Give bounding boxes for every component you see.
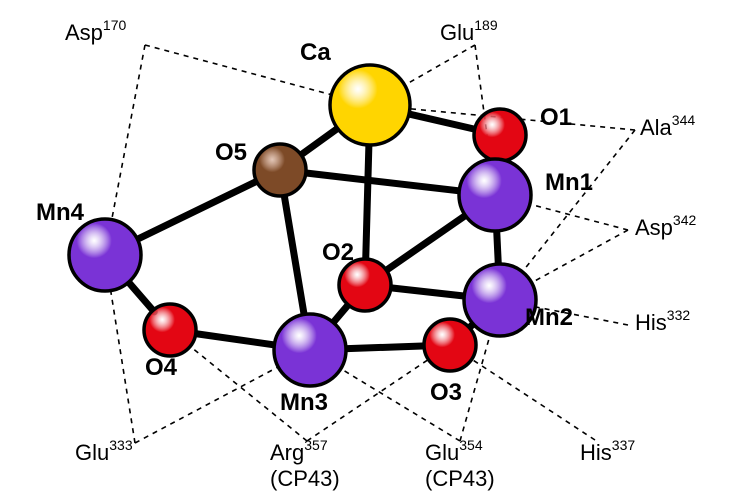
- residue-name-Glu189: Glu: [440, 20, 474, 45]
- residue-sub-Glu354: (CP43): [425, 466, 495, 491]
- residue-name-His337: His: [580, 440, 612, 465]
- atom-Mn1: [459, 159, 531, 231]
- atom-label-O4: O4: [145, 354, 178, 381]
- atom-label-Mn4: Mn4: [36, 199, 85, 226]
- atom-O4: [144, 304, 196, 356]
- residue-name-His332: His: [635, 310, 667, 335]
- atom-label-O2: O2: [322, 239, 354, 266]
- atom-label-O3: O3: [430, 379, 462, 406]
- atom-label-O5: O5: [215, 139, 247, 166]
- residue-name-Glu354: Glu: [425, 440, 459, 465]
- residue-num-Arg357: 357: [304, 437, 328, 453]
- residue-name-Asp342: Asp: [635, 215, 673, 240]
- residue-name-Glu333: Glu: [75, 440, 109, 465]
- atom-label-Mn2: Mn2: [525, 304, 573, 331]
- bond-Mn3-O3: [344, 346, 426, 349]
- residue-num-Asp170: 170: [103, 17, 127, 33]
- residue-num-Glu354: 354: [459, 437, 483, 453]
- atom-label-O1: O1: [540, 104, 572, 131]
- residue-num-His337: 337: [612, 437, 636, 453]
- residue-sub-Arg357: (CP43): [270, 466, 340, 491]
- atom-label-Mn1: Mn1: [545, 169, 593, 196]
- atom-Mn4: [69, 219, 141, 291]
- residue-num-Glu333: 333: [109, 437, 133, 453]
- residue-num-His332: 332: [667, 307, 691, 323]
- residue-num-Glu189: 189: [474, 17, 498, 33]
- residue-num-Ala344: 344: [672, 112, 696, 128]
- bond-Ca-O2: [366, 143, 369, 261]
- residue-num-Asp342: 342: [673, 212, 697, 228]
- residue-name-Arg357: Arg: [270, 440, 304, 465]
- atom-O2: [339, 259, 391, 311]
- atom-label-Mn3: Mn3: [280, 389, 328, 416]
- atom-O1: [474, 109, 526, 161]
- atom-Mn3: [274, 314, 346, 386]
- atom-label-Ca: Ca: [300, 39, 331, 66]
- residue-name-Asp170: Asp: [65, 20, 103, 45]
- residue-name-Ala344: Ala: [640, 115, 673, 140]
- atom-O5: [254, 144, 306, 196]
- bond-Mn1-Mn2: [497, 229, 499, 266]
- atom-O3: [424, 319, 476, 371]
- atom-Ca: [330, 65, 410, 145]
